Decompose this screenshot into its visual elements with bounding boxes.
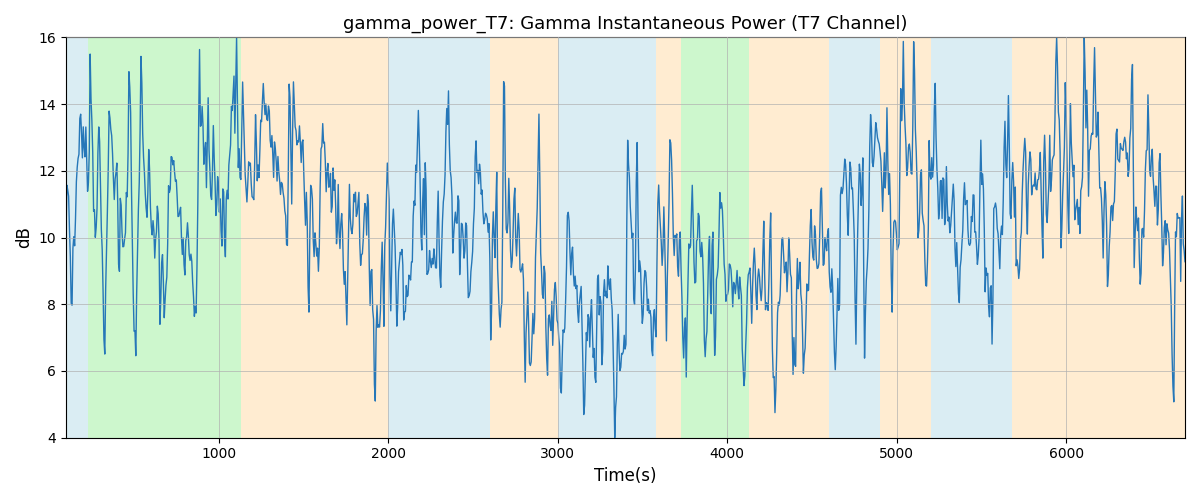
Bar	[558, 38, 656, 438]
Bar	[241, 38, 388, 438]
Bar	[656, 38, 682, 438]
Bar	[1012, 38, 1186, 438]
Bar	[749, 38, 829, 438]
Bar	[829, 38, 880, 438]
X-axis label: Time(s): Time(s)	[594, 467, 656, 485]
Y-axis label: dB: dB	[14, 226, 32, 248]
Bar	[66, 38, 88, 438]
Bar	[682, 38, 749, 438]
Bar	[88, 38, 241, 438]
Title: gamma_power_T7: Gamma Instantaneous Power (T7 Channel): gamma_power_T7: Gamma Instantaneous Powe…	[343, 15, 907, 34]
Bar	[490, 38, 558, 438]
Bar	[880, 38, 931, 438]
Bar	[388, 38, 490, 438]
Bar	[931, 38, 1012, 438]
